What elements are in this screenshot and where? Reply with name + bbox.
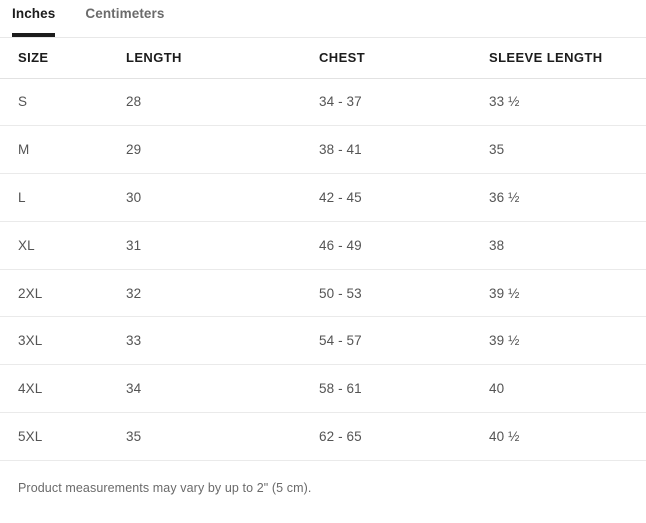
cell-sleeve: 38 [489, 221, 646, 270]
cell-length: 34 [126, 364, 319, 414]
table-row: 3XL 33 54 - 57 39 ½ [0, 316, 646, 366]
measurements-table-wrap: SIZE LENGTH CHEST SLEEVE LENGTH S 28 34 … [0, 38, 646, 461]
table-row: 2XL 32 50 - 53 39 ½ [0, 269, 646, 318]
cell-chest: 62 - 65 [319, 412, 489, 461]
cell-length: 32 [126, 269, 319, 318]
table-row: XL 31 46 - 49 38 [0, 221, 646, 270]
table-row: L 30 42 - 45 36 ½ [0, 173, 646, 222]
cell-length: 30 [126, 173, 319, 222]
table-header: SIZE LENGTH CHEST SLEEVE LENGTH [0, 38, 646, 79]
cell-chest: 50 - 53 [319, 269, 489, 318]
cell-chest: 38 - 41 [319, 125, 489, 175]
cell-size: 4XL [0, 364, 126, 414]
cell-chest: 34 - 37 [319, 78, 489, 127]
cell-length: 35 [126, 412, 319, 461]
unit-tabs: Inches Centimeters [0, 0, 646, 38]
table-body: S 28 34 - 37 33 ½ M 29 38 - 41 35 L 30 4… [0, 78, 646, 461]
column-header-size: SIZE [0, 38, 126, 79]
table-row: 5XL 35 62 - 65 40 ½ [0, 412, 646, 461]
cell-size: 3XL [0, 316, 126, 366]
cell-sleeve: 40 ½ [489, 412, 646, 461]
table-header-row: SIZE LENGTH CHEST SLEEVE LENGTH [0, 38, 646, 79]
cell-length: 33 [126, 316, 319, 366]
cell-length: 29 [126, 125, 319, 175]
measurements-table: SIZE LENGTH CHEST SLEEVE LENGTH S 28 34 … [0, 38, 646, 461]
table-row: S 28 34 - 37 33 ½ [0, 78, 646, 127]
cell-size: M [0, 125, 126, 175]
cell-size: XL [0, 221, 126, 270]
measurement-disclaimer: Product measurements may vary by up to 2… [18, 480, 312, 495]
cell-chest: 54 - 57 [319, 316, 489, 366]
cell-length: 28 [126, 78, 319, 127]
column-header-chest: CHEST [319, 38, 489, 79]
cell-sleeve: 39 ½ [489, 269, 646, 318]
cell-size: 2XL [0, 269, 126, 318]
tab-centimeters[interactable]: Centimeters [85, 0, 164, 37]
tab-inches[interactable]: Inches [12, 0, 56, 37]
cell-chest: 46 - 49 [319, 221, 489, 270]
cell-sleeve: 40 [489, 364, 646, 414]
cell-sleeve: 33 ½ [489, 78, 646, 127]
cell-chest: 42 - 45 [319, 173, 489, 222]
cell-size: S [0, 78, 126, 127]
cell-size: 5XL [0, 412, 126, 461]
cell-length: 31 [126, 221, 319, 270]
cell-sleeve: 39 ½ [489, 316, 646, 366]
cell-size: L [0, 173, 126, 222]
table-row: M 29 38 - 41 35 [0, 125, 646, 175]
table-row: 4XL 34 58 - 61 40 [0, 364, 646, 414]
column-header-sleeve-length: SLEEVE LENGTH [489, 38, 646, 79]
column-header-length: LENGTH [126, 38, 319, 79]
cell-sleeve: 35 [489, 125, 646, 175]
tabs-baseline-divider [0, 37, 646, 38]
cell-chest: 58 - 61 [319, 364, 489, 414]
cell-sleeve: 36 ½ [489, 173, 646, 222]
